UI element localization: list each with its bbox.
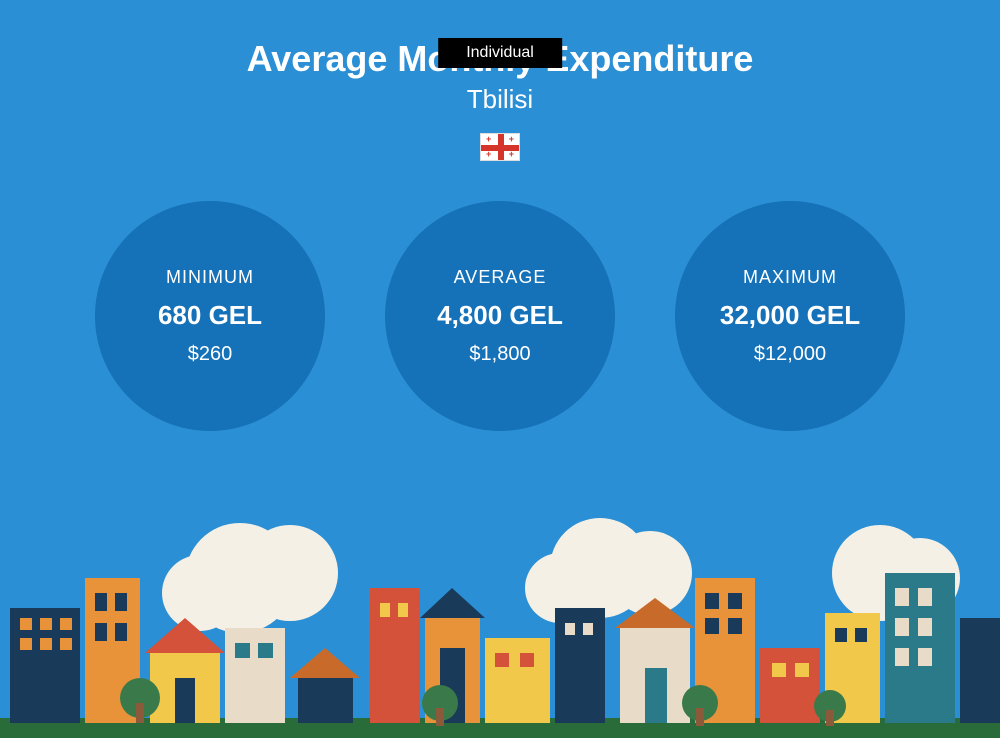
stat-usd: $260 — [188, 343, 233, 366]
stat-label: MAXIMUM — [743, 267, 837, 288]
stat-value: 4,800 GEL — [437, 300, 563, 331]
stat-minimum: MINIMUM 680 GEL $260 — [95, 201, 325, 431]
city-subtitle: Tbilisi — [0, 84, 1000, 115]
stat-usd: $1,800 — [469, 343, 530, 366]
city-skyline-illustration — [0, 518, 1000, 738]
stat-usd: $12,000 — [754, 343, 826, 366]
stat-average: AVERAGE 4,800 GEL $1,800 — [385, 201, 615, 431]
stat-value: 680 GEL — [158, 300, 262, 331]
stat-value: 32,000 GEL — [720, 300, 860, 331]
stats-row: MINIMUM 680 GEL $260 AVERAGE 4,800 GEL $… — [0, 201, 1000, 431]
category-badge: Individual — [438, 38, 562, 68]
stat-label: MINIMUM — [166, 267, 254, 288]
stat-maximum: MAXIMUM 32,000 GEL $12,000 — [675, 201, 905, 431]
stat-label: AVERAGE — [454, 267, 547, 288]
georgia-flag-icon: ++++ — [480, 133, 520, 161]
